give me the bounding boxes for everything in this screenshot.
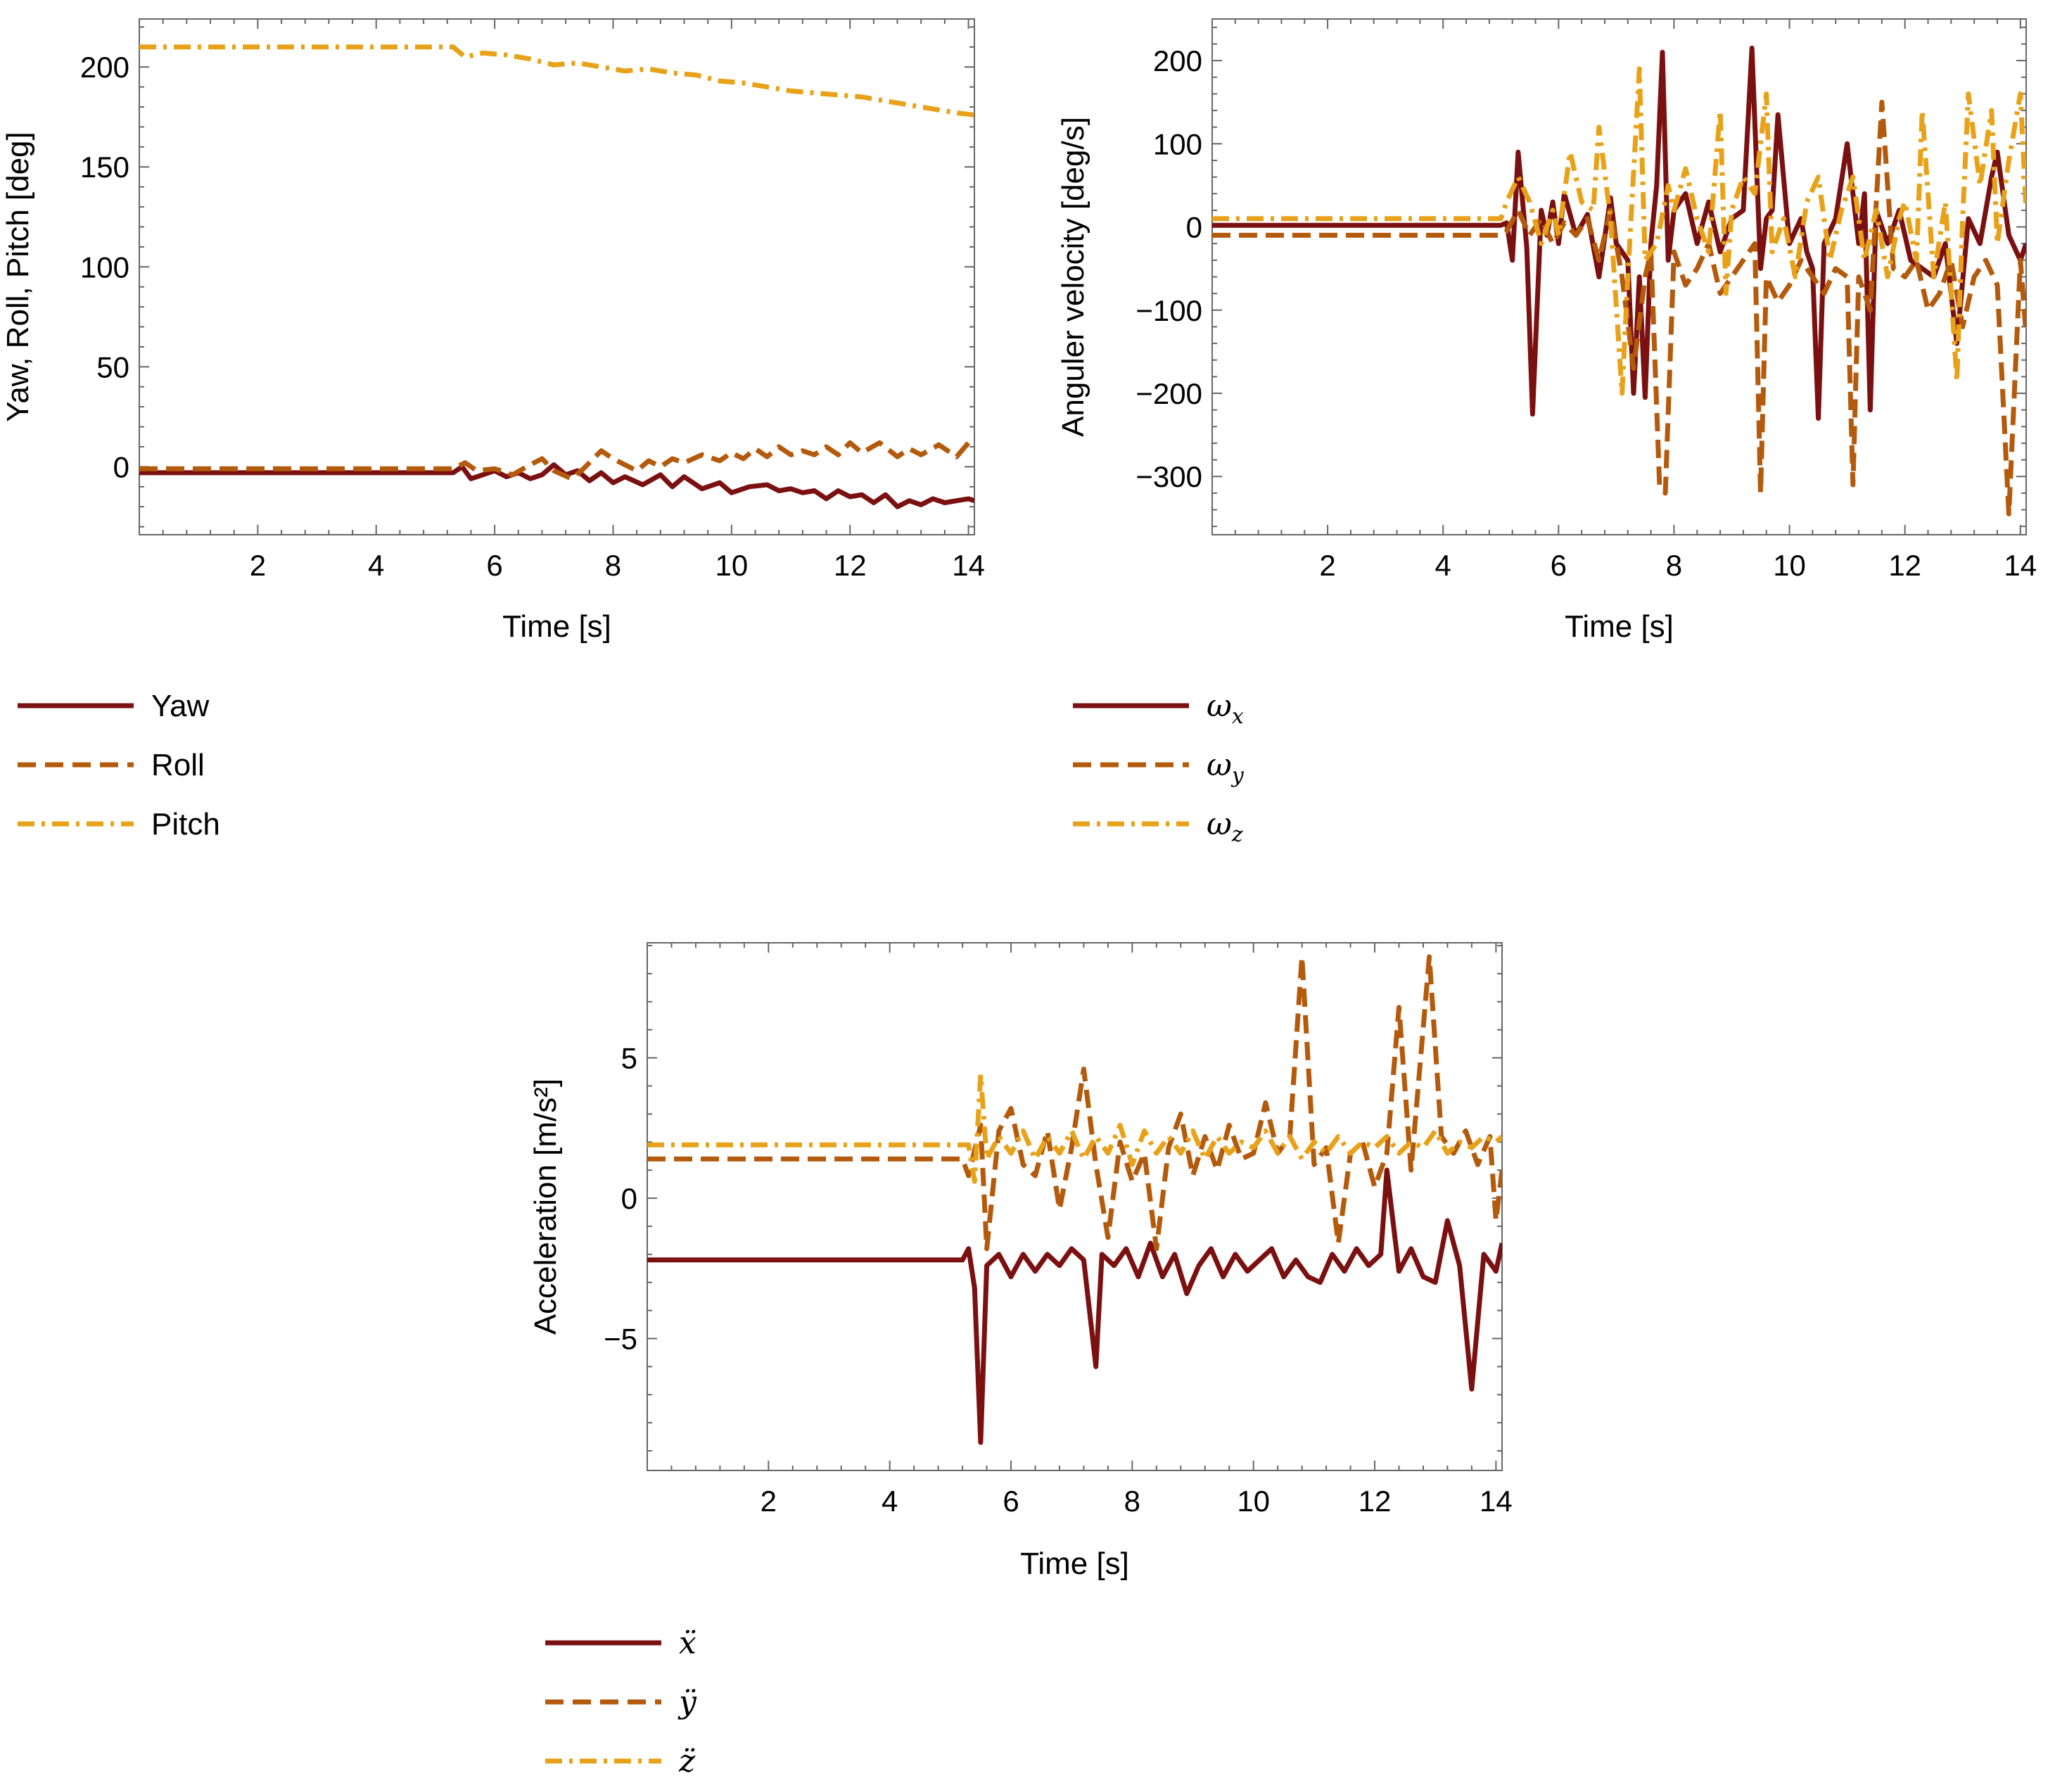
series-line-ωz — [1212, 66, 2026, 396]
x-tick-label: 6 — [1003, 1485, 1019, 1518]
x-tick-label: 14 — [2004, 549, 2037, 582]
y-tick-label: 100 — [80, 250, 129, 284]
legend-label: Pitch — [151, 807, 220, 841]
y-tick-label: −200 — [1135, 377, 1202, 410]
x-axis-title: Time [s] — [1565, 609, 1674, 644]
series-line-z̈ — [647, 1072, 1502, 1184]
x-tick-label: 4 — [882, 1485, 898, 1518]
y-tick-label: 50 — [96, 350, 129, 383]
x-axis-title: Time [s] — [1020, 1546, 1129, 1581]
y-tick-label: −100 — [1135, 294, 1202, 327]
series-line-ÿ — [647, 954, 1502, 1252]
acceleration-chart: 2 4 6 8 10 12 14 −5 0 5 Time [s] Acceleration [m/s²… — [528, 942, 1513, 1779]
x-tick-label: 2 — [1319, 549, 1335, 582]
y-tick-label: 0 — [1186, 211, 1202, 244]
x-tick-label: 12 — [1888, 549, 1921, 582]
angular-velocity-chart: 2 4 6 8 10 12 14 −300 −200 −100 0 100 200 Time [s] Ang… — [1056, 18, 2037, 847]
x-tick-label: 12 — [1359, 1485, 1392, 1518]
y-axis-title: Acceleration [m/s²] — [528, 1079, 563, 1335]
series-line-ωy — [1212, 99, 2026, 516]
plot-frame — [139, 18, 975, 535]
x-tick-label: 14 — [952, 549, 985, 582]
y-tick-label: 0 — [621, 1182, 637, 1215]
y-axis-title: Yaw, Roll, Pitch [deg] — [1, 132, 35, 422]
legend-label: ωx — [1207, 688, 1244, 729]
y-tick-label: 100 — [1153, 127, 1202, 160]
legend-label: Yaw — [151, 689, 210, 723]
orientation-chart: 2 4 6 8 10 12 14 0 50 100 150 200 Time [s] Yaw, Roll,… — [1, 18, 985, 841]
y-tick-label: −300 — [1135, 460, 1202, 493]
x-tick-label: 10 — [1773, 549, 1806, 582]
legend-label: ÿ — [677, 1684, 697, 1720]
y-tick-label: 5 — [621, 1042, 637, 1075]
y-tick-label: 0 — [113, 450, 129, 483]
legend-label: ωy — [1207, 747, 1245, 788]
series-line-ẍ — [647, 1167, 1502, 1445]
x-tick-label: 10 — [1237, 1485, 1270, 1518]
x-tick-label: 4 — [368, 549, 384, 582]
y-tick-label: 150 — [80, 151, 129, 184]
y-tick-label: 200 — [80, 51, 129, 84]
x-tick-label: 2 — [250, 549, 266, 582]
x-tick-label: 6 — [1551, 549, 1567, 582]
x-tick-label: 12 — [834, 549, 867, 582]
legend-label: z̈ — [678, 1743, 696, 1779]
x-tick-label: 8 — [1666, 549, 1682, 582]
series-line-pitch — [139, 44, 974, 117]
x-tick-label: 14 — [1480, 1485, 1513, 1518]
plot-frame — [647, 942, 1503, 1471]
x-tick-label: 10 — [715, 549, 748, 582]
legend-label: ωz — [1207, 806, 1243, 847]
x-tick-label: 8 — [1124, 1485, 1140, 1518]
y-tick-label: 200 — [1153, 44, 1202, 77]
series-line-yaw — [139, 462, 974, 509]
y-tick-label: −5 — [604, 1323, 637, 1356]
series-line-roll — [139, 440, 971, 481]
x-tick-label: 2 — [761, 1485, 777, 1518]
y-axis-title: Anguler velocity [deg/s] — [1056, 117, 1090, 437]
x-tick-label: 8 — [605, 549, 621, 582]
legend-label: Roll — [151, 748, 205, 782]
x-tick-label: 4 — [1435, 549, 1451, 582]
x-axis-title: Time [s] — [502, 609, 611, 644]
legend-label: ẍ — [679, 1625, 696, 1661]
x-tick-label: 6 — [486, 549, 502, 582]
